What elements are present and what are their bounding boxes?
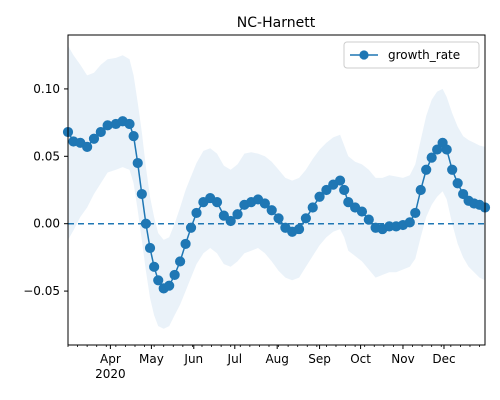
data-point (415, 184, 426, 196)
x-tick-label: Dec (432, 352, 455, 366)
data-point (225, 215, 236, 227)
data-point (175, 256, 186, 267)
data-point (339, 184, 350, 196)
data-point (307, 202, 318, 213)
growth-rate-line (67, 120, 486, 290)
x-tick-label: Nov (391, 352, 414, 366)
plot-frame (67, 34, 486, 346)
x-tick-sublabel: 2020 (95, 367, 126, 381)
x-tick-label: Apr (100, 352, 121, 366)
y-tick-label: 0.00 (33, 217, 60, 231)
data-point (169, 269, 180, 281)
data-point (334, 175, 346, 186)
data-point (191, 207, 202, 219)
data-point (447, 164, 458, 175)
x-tick-label: Aug (265, 352, 288, 366)
data-point (426, 152, 437, 163)
legend-box (343, 41, 480, 69)
data-point (356, 206, 368, 217)
data-point (128, 130, 139, 142)
data-point (218, 210, 229, 221)
data-point (95, 126, 106, 138)
x-tick-label: Sep (308, 352, 331, 366)
y-tick-label: 0.10 (33, 82, 60, 96)
data-point (102, 120, 113, 131)
data-point (293, 223, 305, 235)
y-tick-label: 0.05 (33, 149, 60, 163)
confidence-band-layer (68, 45, 485, 329)
data-point (232, 209, 243, 220)
series-layer (62, 116, 491, 294)
data-point (180, 238, 191, 250)
legend-marker (359, 50, 369, 60)
x-tick-label: Oct (350, 352, 371, 366)
data-point (136, 188, 147, 200)
data-point (314, 191, 325, 202)
data-point (144, 242, 156, 254)
x-tick-label: May (139, 352, 164, 366)
data-point (410, 207, 421, 219)
data-point (164, 280, 175, 291)
x-tick-label: Jul (227, 352, 242, 366)
data-point (259, 198, 270, 209)
data-point (266, 205, 277, 216)
data-point (458, 188, 469, 200)
data-point (452, 178, 463, 189)
data-point (404, 217, 415, 228)
data-point (88, 133, 100, 144)
data-point (185, 222, 197, 233)
data-point (153, 275, 164, 286)
data-point (321, 184, 332, 196)
data-point (149, 261, 160, 272)
data-point (140, 218, 152, 229)
legend: growth_rate (343, 41, 480, 69)
data-point (124, 118, 135, 130)
y-tick-label: −0.05 (23, 284, 60, 298)
y-axis: −0.05 0.00 0.05 0.10 (23, 82, 68, 298)
data-point (211, 197, 223, 208)
data-point (343, 197, 354, 208)
confidence-band (68, 45, 485, 329)
data-point (441, 144, 452, 155)
data-point (132, 157, 143, 169)
chart-title: NC-Harnett (237, 15, 316, 31)
data-point (363, 214, 374, 225)
x-tick-label: Jun (183, 352, 203, 366)
data-point (82, 141, 93, 152)
legend-label: growth_rate (388, 48, 460, 62)
data-point (273, 213, 284, 224)
data-point (421, 164, 432, 175)
data-point (300, 213, 311, 224)
